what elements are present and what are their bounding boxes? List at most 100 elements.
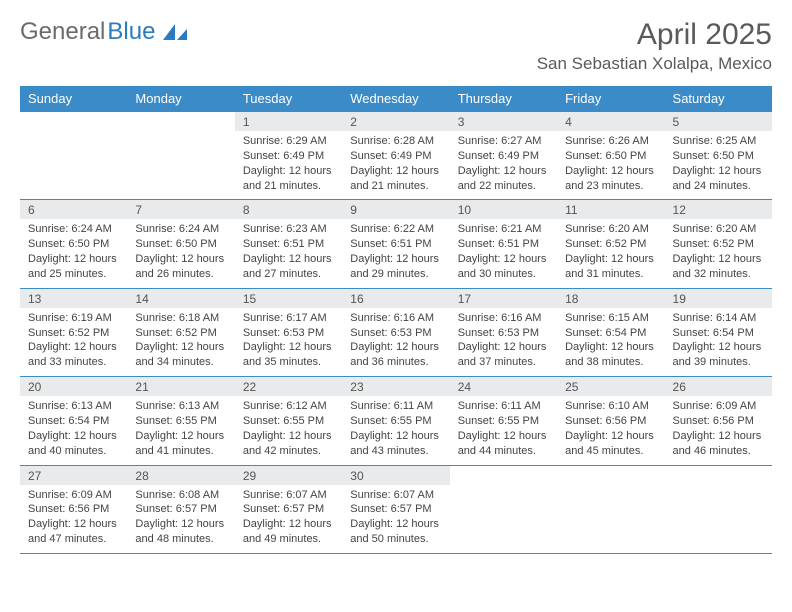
day-number: 13 xyxy=(20,289,127,308)
calendar-day-cell: 23Sunrise: 6:11 AMSunset: 6:55 PMDayligh… xyxy=(342,377,449,465)
day-details: Sunrise: 6:25 AMSunset: 6:50 PMDaylight:… xyxy=(665,131,772,199)
calendar-week-row: 1Sunrise: 6:29 AMSunset: 6:49 PMDaylight… xyxy=(20,112,772,200)
calendar-day-cell: 7Sunrise: 6:24 AMSunset: 6:50 PMDaylight… xyxy=(127,200,234,288)
day-number: 25 xyxy=(557,377,664,396)
calendar-day-cell: 27Sunrise: 6:09 AMSunset: 6:56 PMDayligh… xyxy=(20,465,127,553)
day-details: Sunrise: 6:28 AMSunset: 6:49 PMDaylight:… xyxy=(342,131,449,199)
calendar-day-cell: 10Sunrise: 6:21 AMSunset: 6:51 PMDayligh… xyxy=(450,200,557,288)
calendar-day-cell: 20Sunrise: 6:13 AMSunset: 6:54 PMDayligh… xyxy=(20,377,127,465)
day-number: 10 xyxy=(450,200,557,219)
calendar-day-cell: 28Sunrise: 6:08 AMSunset: 6:57 PMDayligh… xyxy=(127,465,234,553)
brand-logo: GeneralBlue xyxy=(20,18,189,46)
day-details: Sunrise: 6:13 AMSunset: 6:55 PMDaylight:… xyxy=(127,396,234,464)
day-number: 22 xyxy=(235,377,342,396)
day-details: Sunrise: 6:07 AMSunset: 6:57 PMDaylight:… xyxy=(342,485,449,553)
calendar-body: 1Sunrise: 6:29 AMSunset: 6:49 PMDaylight… xyxy=(20,112,772,554)
day-number: 20 xyxy=(20,377,127,396)
day-number: 26 xyxy=(665,377,772,396)
calendar-day-cell: 1Sunrise: 6:29 AMSunset: 6:49 PMDaylight… xyxy=(235,112,342,200)
day-details: Sunrise: 6:14 AMSunset: 6:54 PMDaylight:… xyxy=(665,308,772,376)
weekday-header: Sunday xyxy=(20,86,127,112)
calendar-day-cell: 2Sunrise: 6:28 AMSunset: 6:49 PMDaylight… xyxy=(342,112,449,200)
calendar-empty-cell xyxy=(20,112,127,200)
calendar-day-cell: 26Sunrise: 6:09 AMSunset: 6:56 PMDayligh… xyxy=(665,377,772,465)
day-number: 11 xyxy=(557,200,664,219)
calendar-day-cell: 18Sunrise: 6:15 AMSunset: 6:54 PMDayligh… xyxy=(557,288,664,376)
day-details: Sunrise: 6:18 AMSunset: 6:52 PMDaylight:… xyxy=(127,308,234,376)
day-details: Sunrise: 6:17 AMSunset: 6:53 PMDaylight:… xyxy=(235,308,342,376)
weekday-header: Saturday xyxy=(665,86,772,112)
weekday-header: Wednesday xyxy=(342,86,449,112)
day-details: Sunrise: 6:26 AMSunset: 6:50 PMDaylight:… xyxy=(557,131,664,199)
calendar-day-cell: 3Sunrise: 6:27 AMSunset: 6:49 PMDaylight… xyxy=(450,112,557,200)
day-number: 19 xyxy=(665,289,772,308)
day-details: Sunrise: 6:22 AMSunset: 6:51 PMDaylight:… xyxy=(342,219,449,287)
day-details: Sunrise: 6:23 AMSunset: 6:51 PMDaylight:… xyxy=(235,219,342,287)
day-details: Sunrise: 6:27 AMSunset: 6:49 PMDaylight:… xyxy=(450,131,557,199)
calendar-empty-cell xyxy=(557,465,664,553)
day-number: 30 xyxy=(342,466,449,485)
calendar-day-cell: 12Sunrise: 6:20 AMSunset: 6:52 PMDayligh… xyxy=(665,200,772,288)
day-number: 3 xyxy=(450,112,557,131)
day-details: Sunrise: 6:24 AMSunset: 6:50 PMDaylight:… xyxy=(127,219,234,287)
day-details: Sunrise: 6:19 AMSunset: 6:52 PMDaylight:… xyxy=(20,308,127,376)
day-number: 23 xyxy=(342,377,449,396)
calendar-day-cell: 24Sunrise: 6:11 AMSunset: 6:55 PMDayligh… xyxy=(450,377,557,465)
day-details: Sunrise: 6:20 AMSunset: 6:52 PMDaylight:… xyxy=(665,219,772,287)
day-details: Sunrise: 6:21 AMSunset: 6:51 PMDaylight:… xyxy=(450,219,557,287)
day-details: Sunrise: 6:09 AMSunset: 6:56 PMDaylight:… xyxy=(665,396,772,464)
brand-text-blue: Blue xyxy=(107,18,155,46)
calendar-table: SundayMondayTuesdayWednesdayThursdayFrid… xyxy=(20,86,772,554)
calendar-empty-cell xyxy=(665,465,772,553)
day-number: 27 xyxy=(20,466,127,485)
day-number: 28 xyxy=(127,466,234,485)
calendar-day-cell: 25Sunrise: 6:10 AMSunset: 6:56 PMDayligh… xyxy=(557,377,664,465)
calendar-week-row: 13Sunrise: 6:19 AMSunset: 6:52 PMDayligh… xyxy=(20,288,772,376)
day-number: 12 xyxy=(665,200,772,219)
logo-sail-icon xyxy=(161,22,189,42)
location-subtitle: San Sebastian Xolalpa, Mexico xyxy=(537,54,772,74)
day-number: 18 xyxy=(557,289,664,308)
weekday-header: Monday xyxy=(127,86,234,112)
day-number: 9 xyxy=(342,200,449,219)
day-details: Sunrise: 6:07 AMSunset: 6:57 PMDaylight:… xyxy=(235,485,342,553)
calendar-day-cell: 19Sunrise: 6:14 AMSunset: 6:54 PMDayligh… xyxy=(665,288,772,376)
calendar-day-cell: 21Sunrise: 6:13 AMSunset: 6:55 PMDayligh… xyxy=(127,377,234,465)
calendar-day-cell: 13Sunrise: 6:19 AMSunset: 6:52 PMDayligh… xyxy=(20,288,127,376)
calendar-day-cell: 15Sunrise: 6:17 AMSunset: 6:53 PMDayligh… xyxy=(235,288,342,376)
day-details: Sunrise: 6:15 AMSunset: 6:54 PMDaylight:… xyxy=(557,308,664,376)
title-block: April 2025 San Sebastian Xolalpa, Mexico xyxy=(537,18,772,74)
day-number: 16 xyxy=(342,289,449,308)
weekday-header: Friday xyxy=(557,86,664,112)
day-number: 24 xyxy=(450,377,557,396)
day-details: Sunrise: 6:09 AMSunset: 6:56 PMDaylight:… xyxy=(20,485,127,553)
page-header: GeneralBlue April 2025 San Sebastian Xol… xyxy=(20,18,772,74)
day-details: Sunrise: 6:29 AMSunset: 6:49 PMDaylight:… xyxy=(235,131,342,199)
day-number: 7 xyxy=(127,200,234,219)
calendar-day-cell: 30Sunrise: 6:07 AMSunset: 6:57 PMDayligh… xyxy=(342,465,449,553)
calendar-day-cell: 5Sunrise: 6:25 AMSunset: 6:50 PMDaylight… xyxy=(665,112,772,200)
day-details: Sunrise: 6:16 AMSunset: 6:53 PMDaylight:… xyxy=(450,308,557,376)
month-title: April 2025 xyxy=(537,18,772,52)
calendar-week-row: 20Sunrise: 6:13 AMSunset: 6:54 PMDayligh… xyxy=(20,377,772,465)
calendar-week-row: 27Sunrise: 6:09 AMSunset: 6:56 PMDayligh… xyxy=(20,465,772,553)
day-number: 5 xyxy=(665,112,772,131)
day-details: Sunrise: 6:11 AMSunset: 6:55 PMDaylight:… xyxy=(342,396,449,464)
day-number: 4 xyxy=(557,112,664,131)
day-number: 15 xyxy=(235,289,342,308)
day-details: Sunrise: 6:13 AMSunset: 6:54 PMDaylight:… xyxy=(20,396,127,464)
day-details: Sunrise: 6:10 AMSunset: 6:56 PMDaylight:… xyxy=(557,396,664,464)
calendar-day-cell: 11Sunrise: 6:20 AMSunset: 6:52 PMDayligh… xyxy=(557,200,664,288)
day-number: 29 xyxy=(235,466,342,485)
weekday-header: Tuesday xyxy=(235,86,342,112)
calendar-day-cell: 8Sunrise: 6:23 AMSunset: 6:51 PMDaylight… xyxy=(235,200,342,288)
calendar-day-cell: 6Sunrise: 6:24 AMSunset: 6:50 PMDaylight… xyxy=(20,200,127,288)
day-number: 17 xyxy=(450,289,557,308)
day-number: 2 xyxy=(342,112,449,131)
calendar-day-cell: 29Sunrise: 6:07 AMSunset: 6:57 PMDayligh… xyxy=(235,465,342,553)
day-number: 21 xyxy=(127,377,234,396)
calendar-day-cell: 17Sunrise: 6:16 AMSunset: 6:53 PMDayligh… xyxy=(450,288,557,376)
calendar-day-cell: 14Sunrise: 6:18 AMSunset: 6:52 PMDayligh… xyxy=(127,288,234,376)
calendar-day-cell: 9Sunrise: 6:22 AMSunset: 6:51 PMDaylight… xyxy=(342,200,449,288)
day-number: 14 xyxy=(127,289,234,308)
